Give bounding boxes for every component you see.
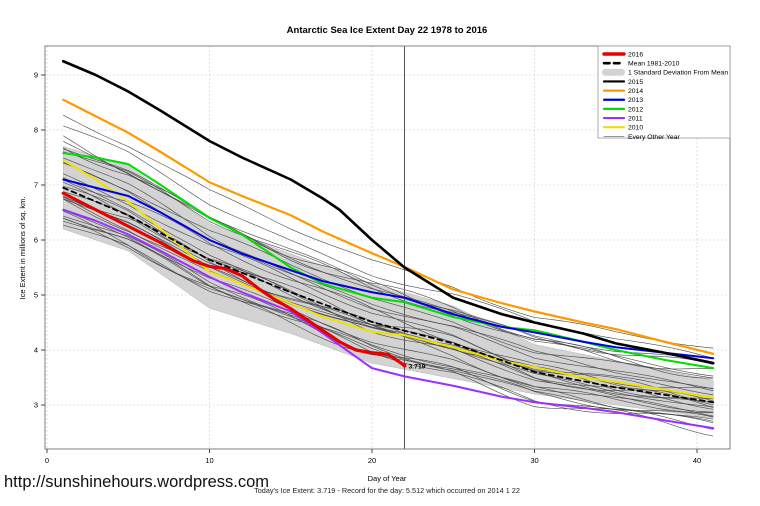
series-line-2016 — [61, 191, 407, 368]
today-value-label: 3.719 — [409, 363, 426, 370]
y-tick-label: 3 — [34, 401, 38, 410]
other-year-line — [63, 177, 714, 410]
other-year-line — [63, 196, 714, 413]
axis-ticks: 0 10 20 30 40 3 4 5 6 7 8 9 — [34, 71, 701, 465]
legend-item-label: Every Other Year — [628, 134, 680, 141]
other-year-line — [63, 125, 714, 359]
other-year-line — [63, 210, 714, 437]
legend-item-label: 2010 — [628, 125, 643, 132]
other-year-line — [63, 114, 714, 349]
legend-item-label: 2016 — [628, 51, 643, 58]
other-year-line — [63, 220, 714, 418]
other-year-line — [63, 148, 714, 363]
legend-item-label: 2013 — [628, 97, 643, 104]
other-year-line — [63, 157, 714, 390]
year-series-lines — [61, 59, 715, 430]
legend-item-label: 2015 — [628, 79, 643, 86]
legend-item-label: 2014 — [628, 88, 643, 95]
legend-band-swatch — [602, 68, 625, 76]
other-year-line — [63, 161, 714, 379]
y-tick-label: 5 — [34, 291, 38, 300]
y-tick-label: 7 — [34, 181, 38, 190]
legend-item-label: 2012 — [628, 106, 643, 113]
legend-item-label: 1 Standard Deviation From Mean — [628, 70, 728, 77]
today-annotation: 3.719 — [402, 363, 426, 370]
x-tick-label: 0 — [45, 456, 49, 465]
legend-item-label: 2011 — [628, 115, 643, 122]
chart-title: Antarctic Sea Ice Extent Day 22 1978 to … — [287, 25, 488, 36]
series-line-2011 — [62, 208, 715, 430]
other-year-line — [63, 218, 714, 420]
other-year-line — [63, 135, 714, 379]
series-line-2014 — [62, 98, 715, 355]
series-line-2015 — [61, 59, 715, 365]
y-tick-label: 4 — [34, 346, 38, 355]
x-tick-label: 10 — [205, 456, 213, 465]
series-line-2010 — [62, 159, 715, 399]
y-tick-label: 8 — [34, 126, 38, 135]
x-axis-title: Day of Year — [368, 474, 407, 483]
y-axis-title: Ice Extent in millions of sq. km. — [18, 197, 27, 300]
legend: 2016 Mean 1981-2010 1 Standard Deviation F… — [597, 45, 731, 141]
std-dev-band — [63, 146, 714, 419]
series-line-2013 — [62, 178, 715, 360]
std-dev-band-area — [63, 146, 714, 419]
other-year-line — [63, 210, 714, 417]
x-tick-label: 20 — [368, 456, 376, 465]
y-tick-label: 6 — [34, 236, 38, 245]
legend-box — [597, 45, 731, 139]
plot-border — [44, 45, 731, 450]
site-url: http://sunshinehours.wordpress.com — [4, 473, 269, 491]
series-line-mean-1981-2010 — [62, 186, 715, 404]
footer-caption: Today's Ice Extent: 3.719 - Record for t… — [254, 486, 520, 495]
other-year-line — [63, 224, 714, 424]
legend-item-label: Mean 1981-2010 — [628, 61, 680, 68]
x-tick-label: 40 — [693, 456, 701, 465]
today-point — [402, 363, 407, 368]
y-tick-label: 9 — [34, 71, 38, 80]
other-year-line — [63, 173, 714, 396]
x-tick-label: 30 — [530, 456, 538, 465]
